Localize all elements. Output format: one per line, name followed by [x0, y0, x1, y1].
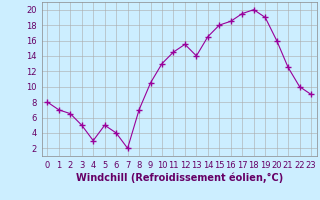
X-axis label: Windchill (Refroidissement éolien,°C): Windchill (Refroidissement éolien,°C) — [76, 173, 283, 183]
